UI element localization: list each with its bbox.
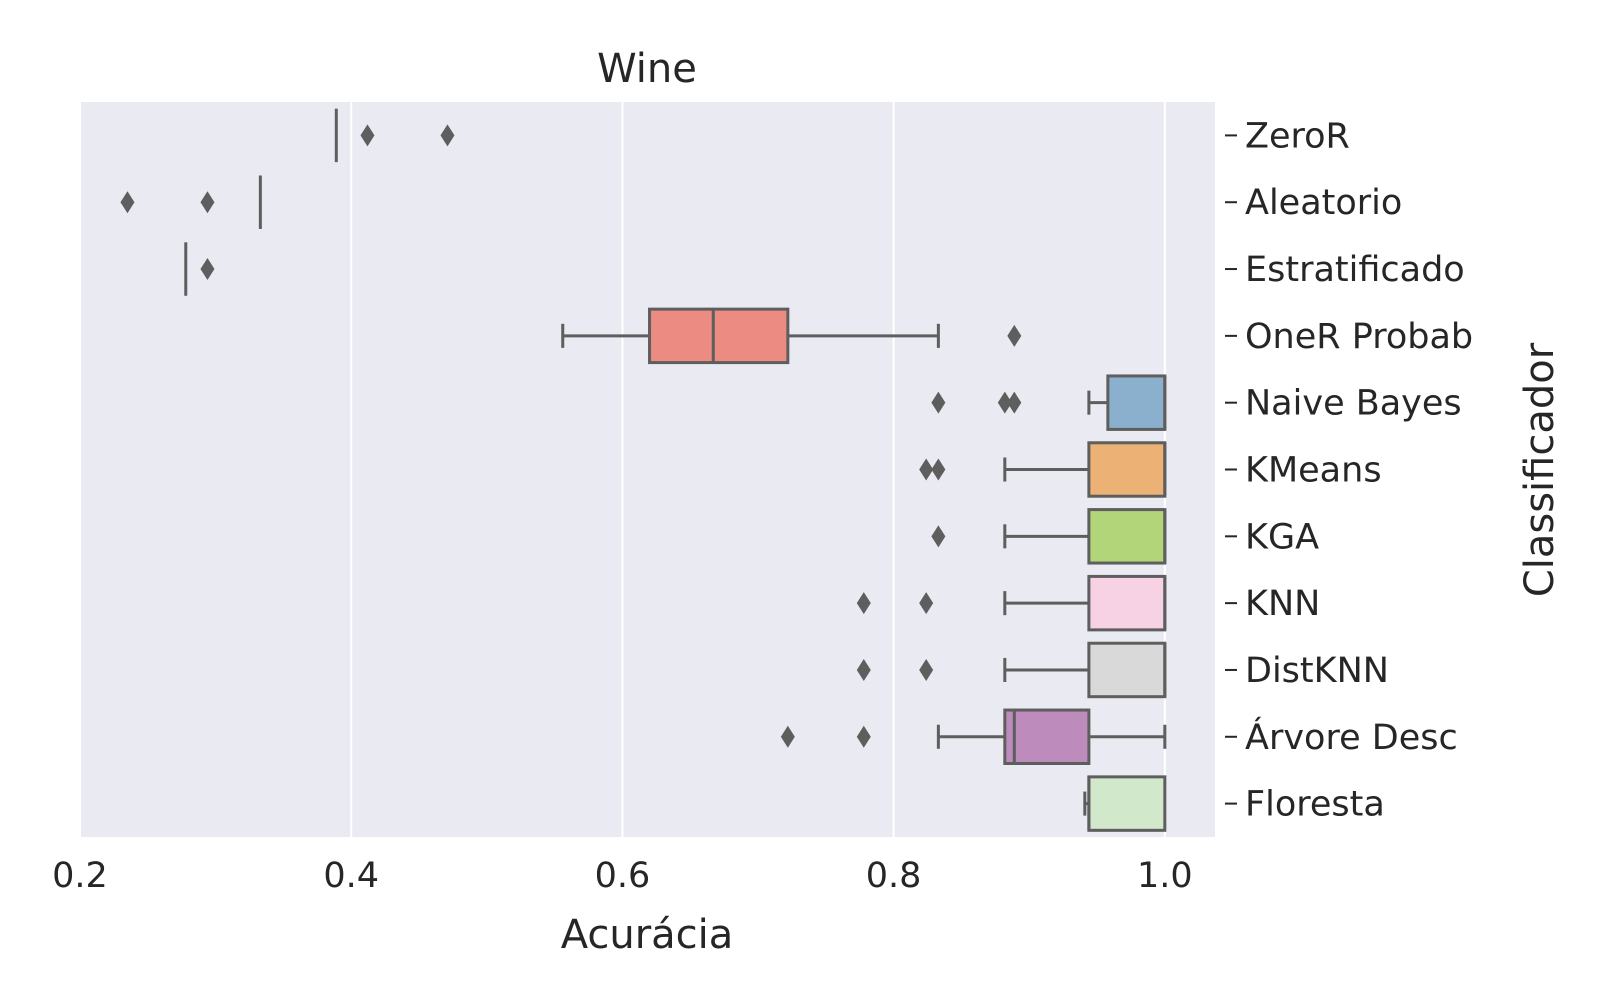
x-tick-label: 0.4 xyxy=(323,856,379,896)
outlier-marker xyxy=(360,124,375,147)
boxes xyxy=(120,108,1167,832)
box-group xyxy=(931,374,1167,431)
outlier-marker xyxy=(200,191,215,214)
y-tick-label: KNN xyxy=(1245,584,1320,624)
y-tick-label: OneR Probab xyxy=(1245,317,1473,357)
outlier-marker xyxy=(856,592,871,615)
y-tick-label: KGA xyxy=(1245,517,1319,557)
x-tick-label: 1.0 xyxy=(1137,856,1193,896)
x-axis-ticks: 0.2 0.4 0.6 0.8 1.0 xyxy=(52,856,1192,896)
y-tick-label: ZeroR xyxy=(1245,116,1350,156)
grid-lines xyxy=(79,102,1166,837)
box xyxy=(1106,374,1167,431)
outlier-marker xyxy=(780,725,795,748)
outlier-marker xyxy=(919,458,934,481)
outlier-marker xyxy=(1007,324,1022,347)
box xyxy=(1087,508,1167,565)
outlier-marker xyxy=(997,391,1012,414)
x-tick-label: 0.6 xyxy=(595,856,651,896)
box xyxy=(1087,441,1167,498)
y-tick-label: Estratificado xyxy=(1245,250,1465,290)
outlier-marker xyxy=(931,458,946,481)
outlier-marker xyxy=(120,191,135,214)
y-tick-label: Árvore Desc xyxy=(1245,716,1458,758)
y-tick-label: DistKNN xyxy=(1245,651,1389,691)
box-group xyxy=(561,307,1022,365)
outlier-marker xyxy=(856,725,871,748)
y-axis-label: Classificador xyxy=(1517,342,1563,597)
box-group xyxy=(334,108,455,163)
y-axis-ticks: ZeroR Aleatorio Estratificado OneR Probab Na… xyxy=(1225,116,1473,825)
box-group xyxy=(931,508,1167,565)
box xyxy=(1087,641,1167,699)
outlier-marker xyxy=(919,592,934,615)
outlier-marker xyxy=(440,124,455,147)
outlier-marker xyxy=(919,658,934,681)
box xyxy=(1003,708,1091,766)
x-axis-label: Acurácia xyxy=(561,912,734,958)
y-tick-label: Naive Bayes xyxy=(1245,384,1462,424)
y-tick-label: Floresta xyxy=(1245,785,1385,825)
y-tick-label: KMeans xyxy=(1245,451,1382,491)
x-tick-label: 0.2 xyxy=(52,856,108,896)
box-group xyxy=(780,708,1167,766)
box xyxy=(1087,775,1167,832)
box-group xyxy=(1083,775,1167,832)
box xyxy=(1087,574,1167,632)
box-group xyxy=(919,441,1167,498)
chart-title: Wine xyxy=(597,46,697,92)
outlier-marker xyxy=(856,658,871,681)
outlier-marker xyxy=(931,525,946,548)
y-tick-label: Aleatorio xyxy=(1245,183,1402,223)
outlier-marker xyxy=(1007,391,1022,414)
box-group xyxy=(856,574,1167,632)
outlier-marker xyxy=(200,258,215,281)
box-group xyxy=(856,641,1167,699)
box xyxy=(648,307,790,365)
box-group xyxy=(184,242,215,296)
x-tick-label: 0.8 xyxy=(866,856,922,896)
outlier-marker xyxy=(931,391,946,414)
box-group xyxy=(120,175,262,229)
